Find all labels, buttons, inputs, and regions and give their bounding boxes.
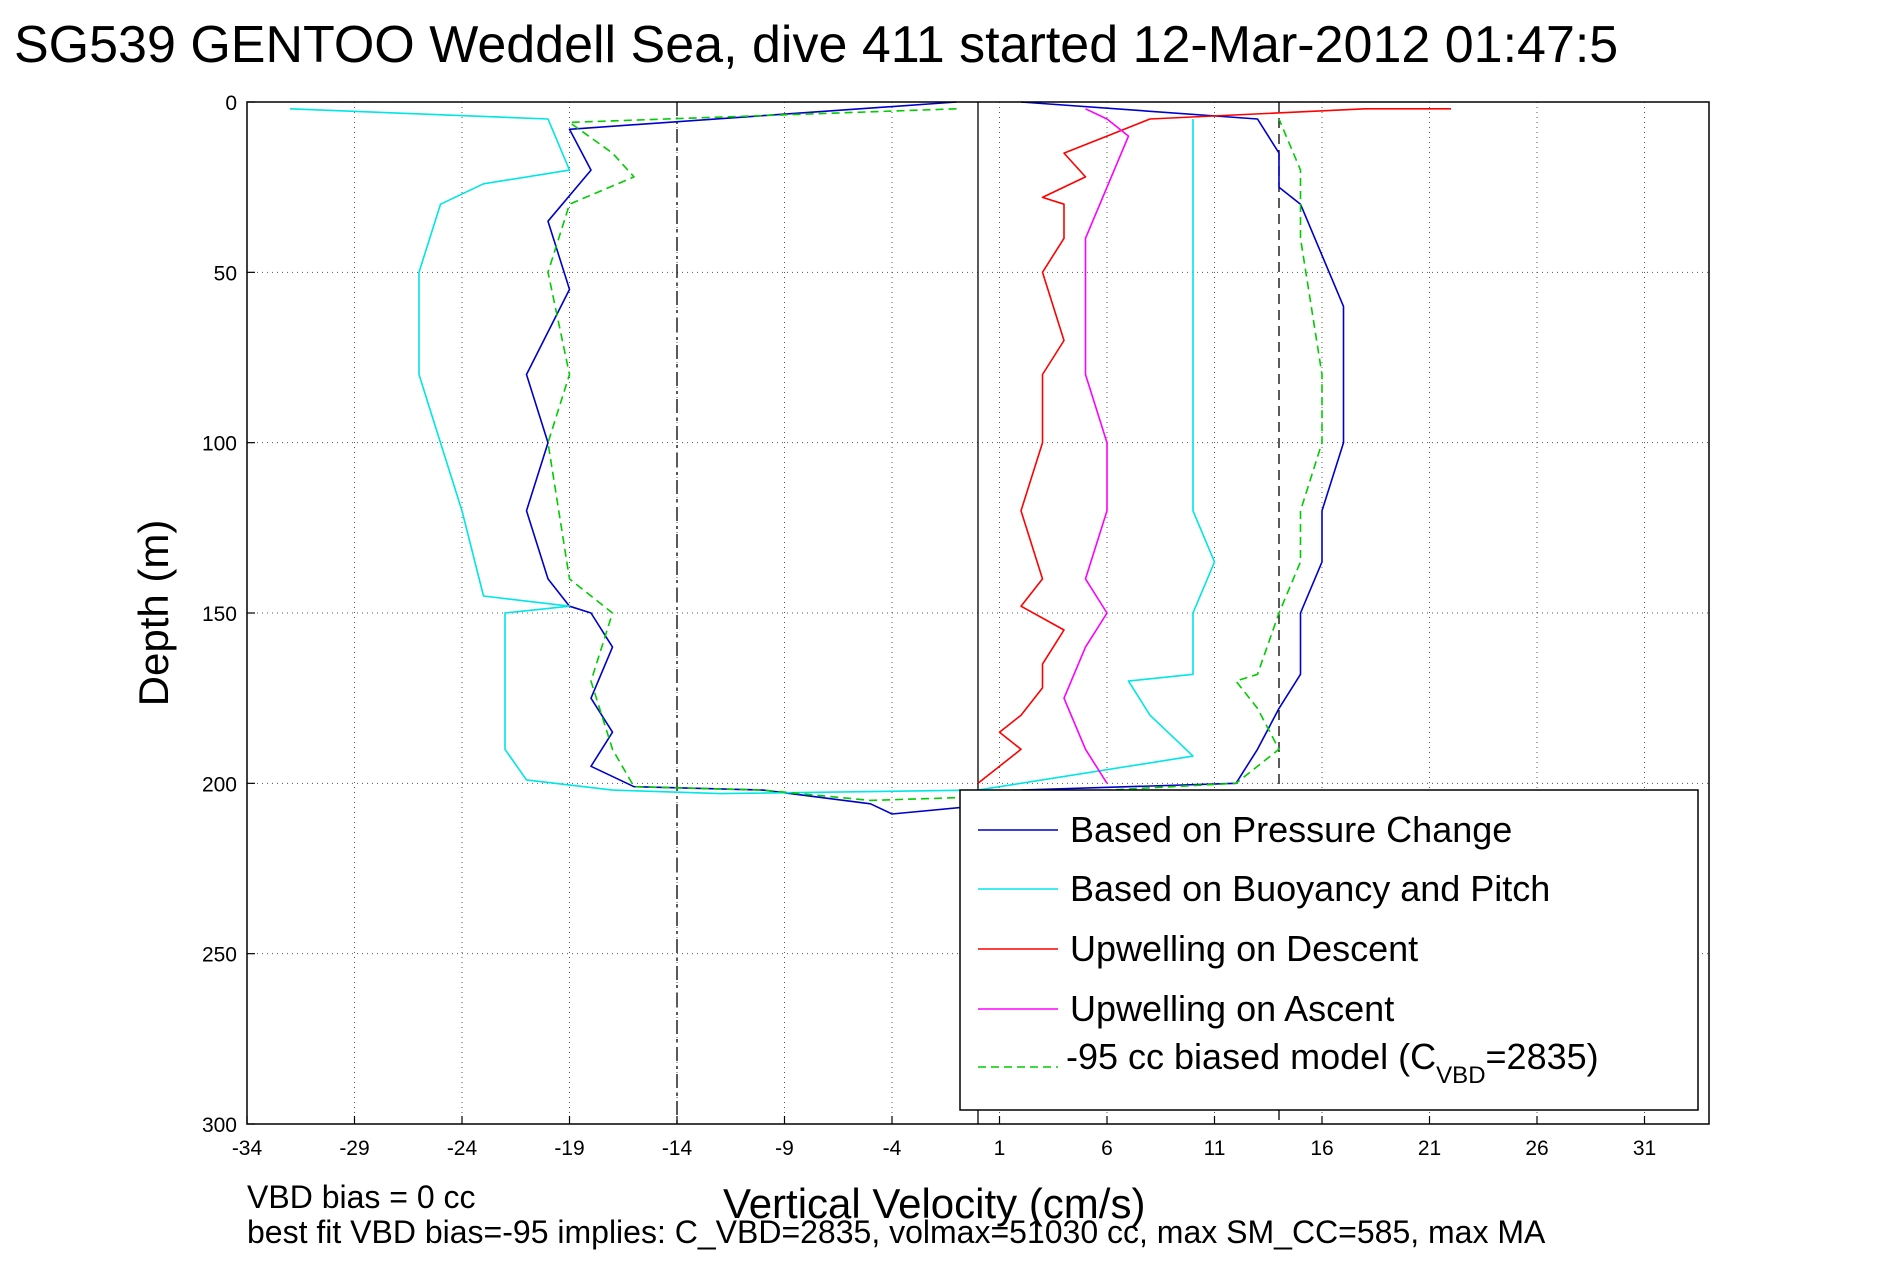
x-tick-label: 21 [1418,1137,1441,1160]
footer-line-1: VBD bias = 0 cc [247,1179,476,1215]
legend-label-upwelling-descent: Upwelling on Descent [1070,928,1418,969]
series-line-4 [547,108,1323,802]
y-tick-label: 300 [202,1114,237,1137]
x-tick-label: 26 [1525,1137,1548,1160]
x-tick-label: 6 [1101,1137,1113,1160]
figure-title: SG539 GENTOO Weddell Sea, dive 411 start… [14,16,1618,74]
y-tick-label: 0 [225,92,237,115]
y-tick-labels: 0 50 100 150 200 250 300 [202,92,237,1137]
x-tick-label: -29 [339,1137,369,1160]
plot-frame [246,101,1710,1125]
x-axis-label: Vertical Velocity (cm/s) [723,1180,1145,1227]
x-tick-label: -4 [883,1137,902,1160]
series-line-3 [1063,108,1130,784]
y-axis-label: Depth (m) [130,520,177,707]
x-tick-label: -14 [662,1137,693,1160]
legend-biased-model-text: -95 cc biased model (C [1066,1036,1436,1077]
series-lines [289,101,1451,815]
y-tick-label: 100 [202,433,237,456]
x-tick-label: 1 [994,1137,1006,1160]
y-tick-label: 50 [214,262,237,285]
x-tick-label: -24 [447,1137,478,1160]
x-tick-labels: -34 -29 -24 -19 -14 -9 -4 1 6 11 16 21 26 31 [232,1137,1656,1160]
series-line-2 [977,108,1451,784]
x-tick-label: 31 [1633,1137,1656,1160]
y-tick-label: 150 [202,603,237,626]
legend-box [959,789,1699,1111]
legend-label-pressure-change: Based on Pressure Change [1070,809,1512,850]
footer-line-2: best fit VBD bias=-95 implies: C_VBD=283… [247,1214,1546,1250]
x-tick-label: -34 [232,1137,263,1160]
legend-label-buoyancy-pitch: Based on Buoyancy and Pitch [1070,868,1550,909]
legend: Based on Pressure Change Based on Buoyan… [959,789,1699,1111]
x-tick-label: 11 [1204,1137,1226,1160]
x-tick-label: -19 [554,1137,584,1160]
legend-label-biased-model: -95 cc biased model (CVBD=2835) [1066,1036,1599,1089]
legend-biased-model-value: =2835) [1486,1036,1599,1077]
legend-label-upwelling-ascent: Upwelling on Ascent [1070,988,1394,1029]
series-line-0 [525,101,1345,815]
y-tick-label: 200 [202,773,237,796]
x-tick-label: 16 [1310,1137,1333,1160]
y-tick-label: 250 [202,944,237,967]
series-line-1 [289,108,1216,795]
legend-biased-model-subscript: VBD [1436,1062,1485,1089]
x-tick-label: -9 [775,1137,794,1160]
